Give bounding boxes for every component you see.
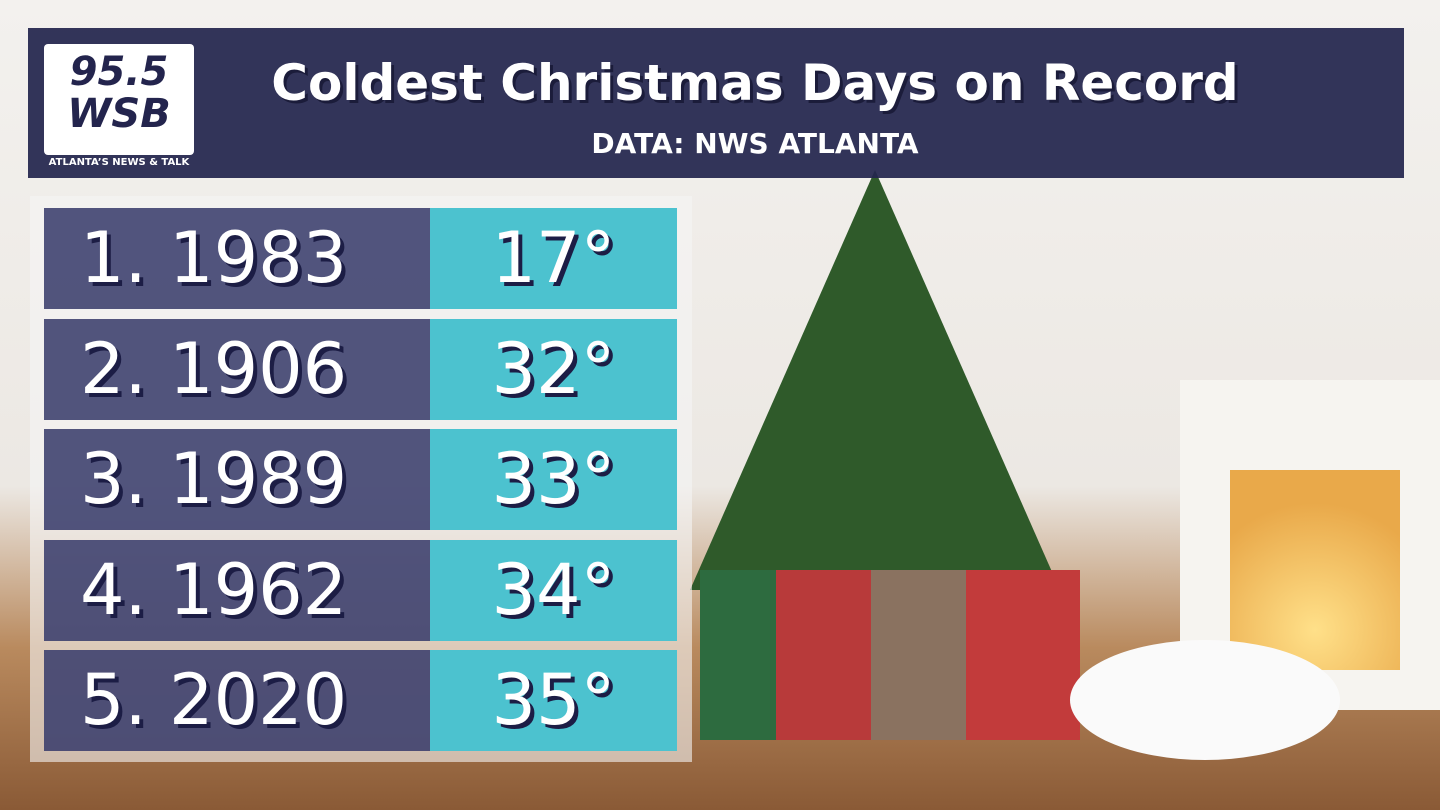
- table-row: 4. 1962 34°: [44, 539, 677, 641]
- header-bar: [28, 28, 1404, 178]
- rank-year: 3. 1989: [44, 429, 430, 530]
- temperature: 33°: [430, 429, 677, 530]
- gifts: [700, 570, 1080, 740]
- logo: 95.5 WSB: [44, 44, 194, 155]
- table-row: 1. 1983 17°: [44, 208, 677, 309]
- hearth: [1230, 470, 1400, 670]
- rank-year: 1. 1983: [44, 208, 430, 309]
- logo-frequency: 95.5: [69, 49, 169, 95]
- temperature: 17°: [430, 208, 677, 309]
- rank-year: 4. 1962: [44, 539, 430, 641]
- logo-station: WSB: [67, 91, 171, 137]
- rank-year: 5. 2020: [44, 650, 430, 751]
- temperature: 34°: [430, 539, 677, 641]
- rug: [1070, 640, 1340, 760]
- logo-tagline: ATLANTA’S NEWS & TALK: [48, 157, 190, 168]
- temperature: 32°: [430, 318, 677, 420]
- subtitle: DATA: NWS ATLANTA: [591, 127, 919, 160]
- rank-year: 2. 1906: [44, 318, 430, 420]
- table-row: 2. 1906 32°: [44, 318, 677, 420]
- temperature: 35°: [430, 650, 677, 751]
- table-row: 3. 1989 33°: [44, 429, 677, 530]
- title: Coldest Christmas Days on Record: [271, 54, 1239, 112]
- tree: [690, 170, 1060, 590]
- table-row: 5. 2020 35°: [44, 650, 677, 751]
